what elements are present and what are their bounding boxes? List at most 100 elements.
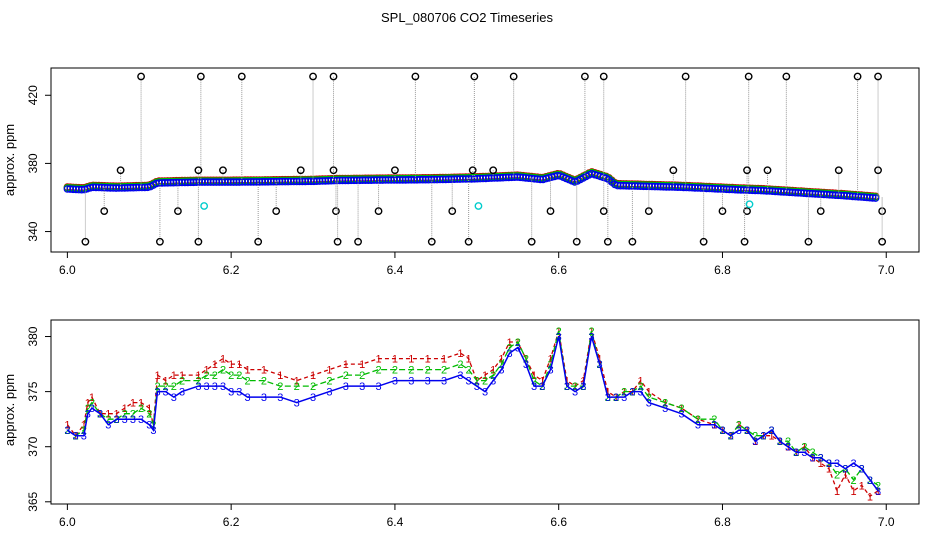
bottom-series-2-marker: 2: [572, 381, 578, 393]
bottom-series-3-marker: 3: [580, 381, 586, 393]
top-series-3-point: [823, 190, 831, 199]
top-outlier-point: [196, 72, 205, 81]
bottom-series-2-marker: 2: [482, 376, 488, 388]
top-series-3-point: [138, 183, 146, 192]
top-series-3-point: [324, 177, 333, 185]
top-series-3-point: [848, 192, 857, 201]
bottom-series-3-marker: 3: [850, 458, 856, 470]
bottom-series-1-marker: 1: [711, 420, 717, 432]
top-outlier-point: [374, 207, 383, 216]
top-series-3-point: [694, 184, 702, 192]
top-series-3-point: [89, 183, 98, 192]
top-outlier-point: [237, 72, 246, 81]
bottom-series-2-marker: 2: [490, 370, 496, 382]
top-series-3-point: [416, 175, 424, 184]
top-series-3-point: [662, 183, 671, 191]
bottom-series-2-marker: 2: [89, 398, 95, 410]
bottom-series-1-marker: 1: [662, 398, 668, 410]
bottom-series-3-marker: 3: [597, 359, 603, 371]
top-series-3-point: [318, 177, 327, 185]
top-y-axis: 340 380 420: [26, 85, 51, 242]
top-outlier-point: [509, 72, 518, 81]
bottom-series-2-marker: 2: [343, 370, 349, 382]
bottom-series-1-marker: 1: [818, 458, 824, 470]
top-outlier-point: [874, 166, 882, 175]
top-series-3-point: [762, 187, 771, 195]
top-outlier-point: [874, 72, 882, 81]
top-outlier-point: [599, 72, 608, 81]
bottom-series-2-marker: 2: [850, 475, 856, 487]
bottom-series-2-marker: 2: [392, 365, 398, 377]
top-series-3-point: [163, 179, 172, 187]
top-series-3-point: [757, 186, 765, 195]
top-outlier-point: [834, 166, 843, 175]
bottom-series-1-marker: 1: [359, 359, 365, 371]
top-series-3-point: [639, 182, 648, 191]
top-series-3-point: [401, 176, 410, 184]
top-series-3-point: [811, 190, 820, 198]
bottom-series-3-marker: 3: [785, 442, 791, 454]
top-outlier-point: [354, 237, 362, 246]
bottom-series-1-marker: 1: [482, 370, 488, 382]
top-series-3-point: [75, 185, 83, 194]
top-series-3-point: [410, 176, 419, 184]
top-y-tick-label: 420: [26, 85, 40, 105]
top-series-3-point: [868, 194, 877, 202]
bottom-series-2-marker: 2: [515, 337, 521, 349]
bottom-series-1-marker: 1: [646, 387, 652, 399]
bottom-series-3-marker: 3: [212, 381, 218, 393]
top-series-3-point: [307, 177, 315, 186]
top-outlier-point: [628, 237, 637, 246]
bottom-series-3-marker: 3: [539, 381, 545, 393]
top-series-3-point: [476, 174, 484, 183]
bottom-series-1-marker: 1: [678, 403, 684, 415]
bottom-series-2-marker: 2: [171, 381, 177, 393]
bottom-series-3-marker: 3: [564, 381, 570, 393]
bottom-series-1-marker: 1: [425, 354, 431, 366]
top-series-3-point: [247, 178, 255, 186]
bottom-series-2-marker: 2: [138, 403, 144, 415]
bottom-series-3-marker: 3: [89, 403, 95, 415]
bottom-series-3-marker: 3: [441, 376, 447, 388]
figure-title: SPL_080706 CO2 Timeseries: [381, 10, 553, 25]
top-series-3-point: [289, 177, 298, 186]
bottom-series-1-marker: 1: [392, 354, 398, 366]
top-series-layer: [63, 72, 887, 246]
top-outlier-point: [669, 166, 678, 175]
bottom-series-3-marker: 3: [809, 453, 815, 465]
top-series-3-point: [441, 175, 450, 184]
top-outlier-point: [219, 166, 227, 175]
top-cyan-point: [200, 202, 209, 210]
bottom-series-2-marker: 2: [195, 376, 201, 388]
top-series-3-point: [204, 178, 212, 186]
top-series-3-point: [341, 176, 350, 185]
bottom-series-3-marker: 3: [146, 420, 152, 432]
bottom-series-1-marker: 1: [785, 442, 791, 454]
top-series-3-point: [175, 178, 184, 187]
bottom-series-1-marker: 1: [261, 365, 267, 377]
bottom-series-2-marker: 2: [547, 359, 553, 371]
top-series-3-point: [685, 183, 694, 192]
top-outlier-point: [194, 166, 203, 175]
top-series-3-point: [264, 178, 272, 186]
bottom-series-1-marker: 1: [138, 398, 144, 410]
top-series-3-point: [184, 178, 192, 187]
bottom-series-1-marker: 1: [343, 359, 349, 371]
bottom-series-1-marker: 1: [572, 381, 578, 393]
bottom-series-3-marker: 3: [482, 387, 488, 399]
bottom-series-3-marker: 3: [547, 365, 553, 377]
top-series-3-point: [636, 182, 645, 191]
top-outlier-point: [804, 237, 813, 246]
top-series-3-point: [765, 187, 774, 195]
bottom-series-3-marker: 3: [793, 447, 799, 459]
bottom-series-2-marker: 2: [408, 365, 414, 377]
top-series-3-point: [63, 185, 72, 193]
bottom-series-1-marker: 1: [326, 365, 332, 377]
top-plot-frame: [50, 67, 920, 253]
bottom-series-3-marker: 3: [138, 414, 144, 426]
bottom-series-3-marker: 3: [150, 425, 156, 437]
bottom-y-tick-label: 380: [26, 326, 40, 346]
bottom-series-1-marker: 1: [277, 370, 283, 382]
top-series-3-point: [224, 178, 232, 186]
top-series-3-point: [863, 193, 871, 202]
